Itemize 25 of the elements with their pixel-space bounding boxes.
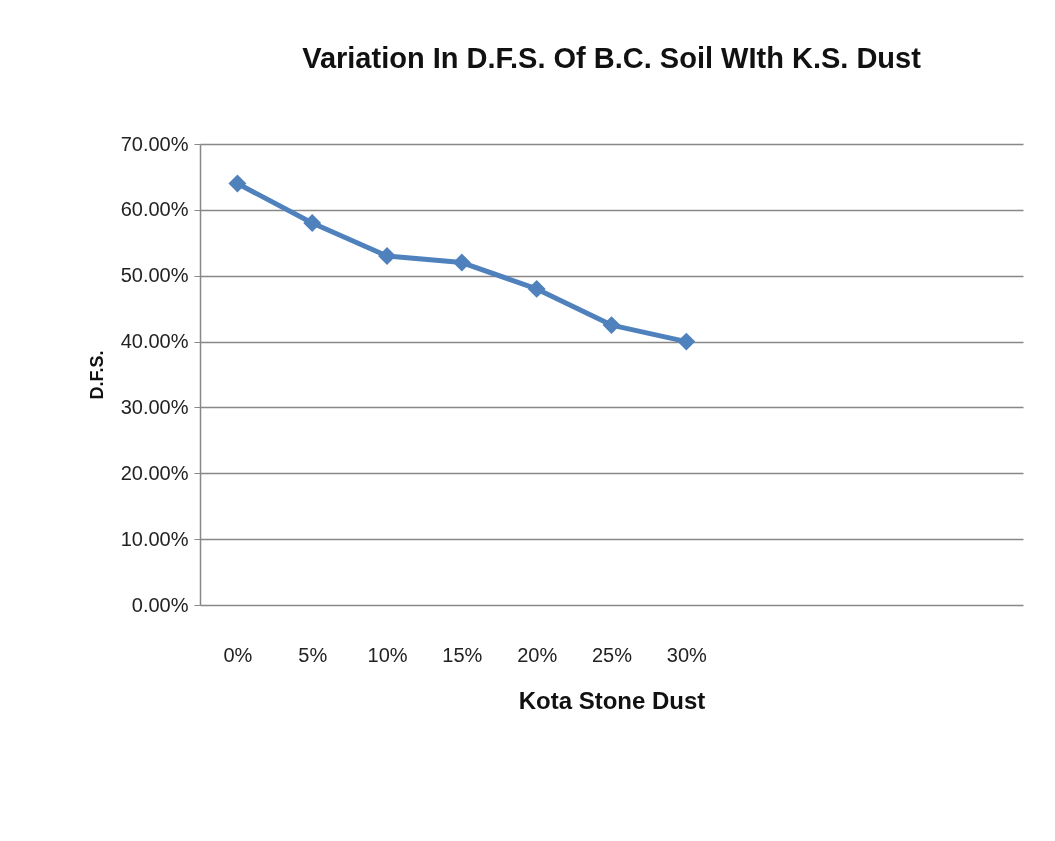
y-tick-label: 30.00% (120, 395, 189, 418)
chart-title: Variation In D.F.S. Of B.C. Soil WIth K.S. Dust (302, 42, 922, 74)
x-tick-label: 0% (223, 643, 253, 666)
x-tick-label: 5% (298, 643, 328, 666)
y-tick-label: 10.00% (120, 527, 189, 550)
x-tick-label: 10% (367, 643, 408, 666)
y-tick-label: 50.00% (120, 264, 189, 287)
y-tick-label: 60.00% (120, 198, 189, 221)
y-tick-label: 0.00% (131, 593, 189, 616)
x-tick-label: 25% (591, 643, 633, 666)
x-tick-label: 30% (666, 643, 708, 666)
point (303, 214, 322, 232)
point (677, 332, 696, 351)
x-tick-label: 20% (517, 643, 558, 666)
point (378, 247, 396, 265)
y-tick-label: 70.00% (120, 132, 189, 155)
point (527, 279, 546, 298)
y-tick-label: 40.00% (120, 330, 189, 353)
x-axis-title: Kota Stone Dust (518, 686, 706, 714)
point (228, 174, 247, 193)
y-axis-title: D.F.S. (86, 350, 107, 400)
y-tick-label: 20.00% (120, 461, 189, 484)
x-tick-label: 15% (442, 643, 483, 666)
point (602, 316, 621, 335)
point (452, 253, 471, 272)
